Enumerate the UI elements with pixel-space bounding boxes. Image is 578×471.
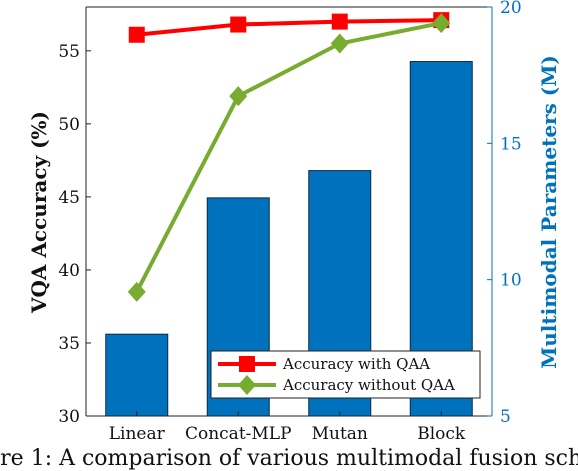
legend: Accuracy with QAA Accuracy without QAA: [210, 350, 481, 399]
right-tick-label: 10: [500, 271, 522, 291]
figure-caption: ure 1: A comparison of various multimoda…: [0, 446, 578, 471]
left-tick-label: 35: [58, 334, 80, 354]
series-line-0: [136, 18, 442, 37]
series-1-point-mutan: [330, 33, 349, 54]
x-tick-label-block: Block: [417, 424, 466, 444]
x-tick-label-mutan: Mutan: [312, 424, 368, 444]
left-tick-label: 55: [58, 42, 80, 62]
right-tick-label: 5: [500, 407, 511, 427]
series-1-point-concat-mlp: [229, 86, 248, 107]
right-tick-label: 15: [500, 134, 522, 154]
left-tick-label: 45: [58, 188, 80, 208]
series-0-point-linear: [128, 26, 145, 43]
left-tick-label: 30: [58, 407, 80, 427]
x-tick-label-linear: Linear: [109, 424, 166, 444]
series-0-point-mutan: [331, 13, 348, 30]
legend-box: [210, 350, 481, 399]
series-1-point-block: [432, 13, 451, 34]
legend-label-without-qaa: Accuracy without QAA: [282, 376, 455, 394]
bar-linear: [105, 333, 169, 417]
left-tick-label: 40: [58, 261, 80, 281]
series-1-point-linear: [127, 281, 146, 302]
right-tick-label: 20: [500, 0, 522, 18]
series-line-1: [134, 21, 442, 293]
left-axis-title: VQA Accuracy (%): [27, 111, 51, 314]
legend-label-with-qaa: Accuracy with QAA: [282, 355, 430, 373]
lines-layer: [127, 12, 451, 302]
left-tick-label: 50: [58, 115, 80, 135]
series-0-point-concat-mlp: [230, 16, 247, 33]
right-axis-title: Multimodal Parameters (M): [537, 55, 561, 369]
legend-marker-without-qaa: [238, 375, 256, 395]
x-tick-label-concat-mlp: Concat-MLP: [185, 424, 292, 444]
legend-marker-with-qaa: [239, 356, 255, 372]
